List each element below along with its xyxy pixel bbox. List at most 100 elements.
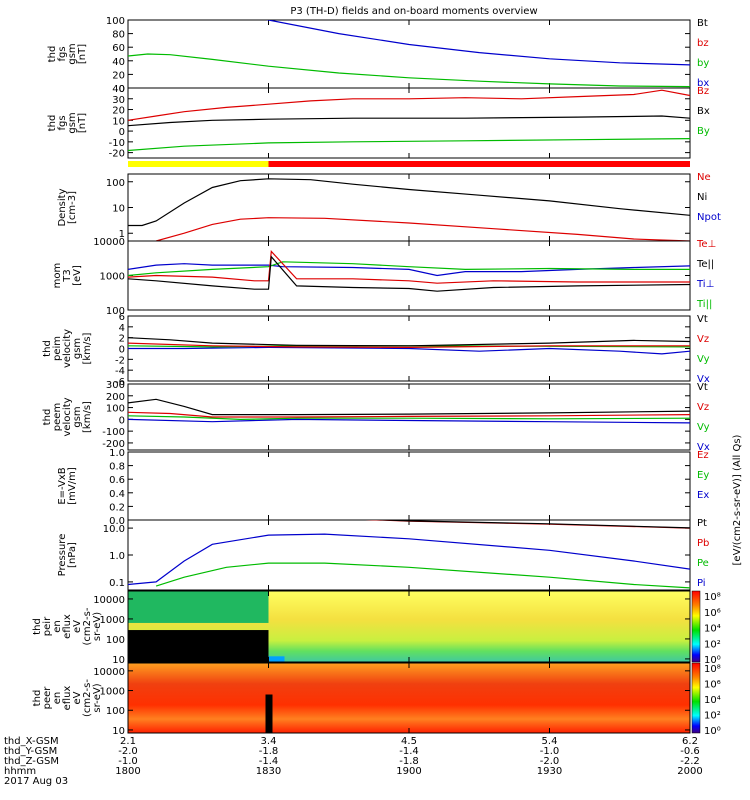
ion-flux-low xyxy=(268,656,285,662)
series-group xyxy=(128,250,690,292)
y-axis-label: thd xyxy=(32,690,43,707)
y-axis-label: eflux xyxy=(62,614,73,639)
ephemeris-value: 1800 xyxy=(115,766,140,777)
y-tick-label: 10 xyxy=(112,204,125,215)
y-tick-label: 20 xyxy=(112,70,125,81)
y-axis-label: eV xyxy=(72,620,83,633)
y-tick-label: -6 xyxy=(115,377,125,388)
ephemeris-value: -2.0 xyxy=(118,746,138,757)
y-axis-label: en xyxy=(52,692,63,705)
panel-8: 10.0 1.0 0.1 Pressure [nPa] Pt Pb Pe Pi xyxy=(57,518,709,591)
legend-entry: Vt xyxy=(697,314,708,325)
legend-entry: Ti⊥ xyxy=(696,279,714,290)
y-tick-label: 40 xyxy=(112,57,125,68)
y-axis-label: [nPa] xyxy=(67,542,78,568)
panel-10: 10000 1000 100 10 thd peer en eflux eV (cm2-s-sr-… xyxy=(32,662,691,737)
y-tick-label: 0 xyxy=(119,84,125,95)
legend-entry: Ez xyxy=(697,450,709,461)
series-line xyxy=(128,89,690,121)
y-tick-label: 4 xyxy=(119,323,125,334)
legend-entry: Npot xyxy=(697,212,721,223)
legend-entry: Ey xyxy=(697,470,709,481)
series-line xyxy=(128,138,690,152)
y-tick-label: 6 xyxy=(119,312,125,323)
y-tick-label: 10000 xyxy=(93,595,125,606)
ephemeris-value: -1.0 xyxy=(540,746,560,757)
y-tick-label: 0.1 xyxy=(109,578,125,589)
series-group xyxy=(128,337,690,355)
series-line xyxy=(128,261,690,277)
y-axis-label: (cm2-s- xyxy=(82,679,93,717)
y-axis-label: velocity xyxy=(62,397,73,436)
legend-entry: bx xyxy=(697,78,709,89)
ephemeris-value: 1900 xyxy=(396,766,421,777)
legend-entry: Ti|| xyxy=(696,299,712,310)
legend-entry: Pt xyxy=(697,518,707,529)
y-axis-label: E=-VxB xyxy=(57,467,68,504)
panel-frame xyxy=(127,519,691,591)
y-axis-label: [cm-3] xyxy=(67,191,78,224)
ephemeris-value: -1.4 xyxy=(399,746,419,757)
series-line xyxy=(155,562,690,589)
colorbar-tick-label: 10⁶ xyxy=(704,608,721,619)
series-line xyxy=(155,217,690,241)
ephemeris-row-label: thd_Y-GSM xyxy=(4,746,57,757)
y-tick-label: 0.2 xyxy=(109,502,125,513)
series-line xyxy=(128,250,690,284)
y-tick-label: 100 xyxy=(106,306,125,317)
series-line xyxy=(128,255,690,292)
legend-entry: Pi xyxy=(697,578,706,589)
panel-4: 10000 1000 100 mom T3 [eV] Te⊥ Te|| Ti⊥ Ti|| xyxy=(52,237,716,317)
series-line xyxy=(266,20,690,66)
legend-entry: Vx xyxy=(697,374,710,385)
y-axis-label: peem xyxy=(52,403,63,431)
y-axis-label: mom xyxy=(52,263,63,289)
colorbar-tick-label: 10⁴ xyxy=(704,624,721,635)
electron-flux-gap xyxy=(265,694,273,733)
y-tick-label: 0.6 xyxy=(109,475,125,486)
y-tick-label: 0.4 xyxy=(109,489,125,500)
legend-entry: Vy xyxy=(697,354,710,365)
legend-entry: Vy xyxy=(697,422,710,433)
y-tick-label: 1.0 xyxy=(109,551,125,562)
y-axis-label: [mV/m] xyxy=(67,467,78,505)
y-tick-label: -200 xyxy=(102,439,125,450)
y-axis-label: gsm xyxy=(67,43,78,64)
y-axis-label: [nT] xyxy=(77,113,88,133)
legend-entry: By xyxy=(697,126,710,137)
legend-entry: Te|| xyxy=(696,259,714,270)
status-segment xyxy=(128,161,269,167)
ephemeris-value: 6.2 xyxy=(682,736,698,747)
y-axis-label: peim xyxy=(52,336,63,361)
ephemeris-value: -1.8 xyxy=(259,746,279,757)
plot-title: P3 (TH-D) fields and on-board moments ov… xyxy=(290,6,537,17)
ephemeris-row-label: thd_X-GSM xyxy=(4,736,59,747)
y-axis-label: thd xyxy=(47,46,58,63)
y-tick-label: 1000 xyxy=(100,615,125,626)
legend-entry: Bt xyxy=(697,18,708,29)
date-label: 2017 Aug 03 xyxy=(4,776,68,787)
y-tick-label: 200 xyxy=(106,392,125,403)
y-axis-label: [km/s] xyxy=(82,401,93,433)
legend-entry: Ne xyxy=(697,172,711,183)
series-line xyxy=(128,346,690,355)
legend-entry: Vz xyxy=(697,334,709,345)
ephemeris-row-label: hhmm xyxy=(4,766,36,777)
colorbar-tick-label: 10⁰ xyxy=(704,655,721,666)
y-axis-label: gsm xyxy=(72,406,83,427)
ephemeris-value: -0.6 xyxy=(680,746,700,757)
ion-spectrogram xyxy=(128,591,690,662)
panel-7: 1.0 0.8 0.6 0.4 0.2 0.0 E=-VxB [mV/m] Ez Ey Ex xyxy=(57,448,709,527)
series-line xyxy=(128,411,690,418)
legend-entry: Ex xyxy=(697,490,709,501)
colorbar-tick-label: 10⁸ xyxy=(704,592,721,603)
ephemeris-value: 3.4 xyxy=(261,736,277,747)
series-line xyxy=(128,533,690,586)
y-axis-label: en xyxy=(52,620,63,633)
electron-spectrogram xyxy=(128,663,690,733)
series-group xyxy=(128,178,690,241)
mode-status-bar xyxy=(128,161,690,167)
